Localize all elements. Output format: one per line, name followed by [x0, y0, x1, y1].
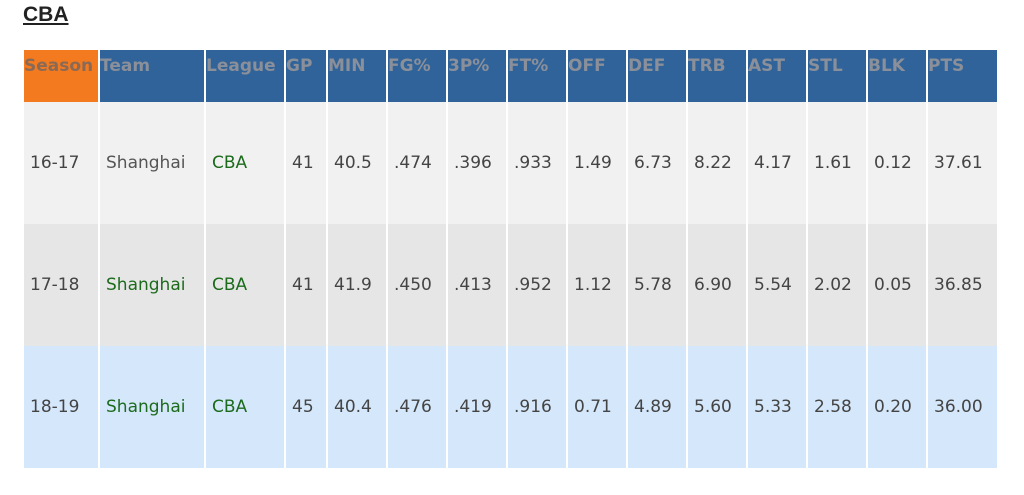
column-header: PTS: [928, 50, 997, 102]
table-cell: 45: [286, 346, 328, 468]
column-header: OFF: [568, 50, 628, 102]
table-cell: 0.71: [568, 346, 628, 468]
column-header: Season: [24, 50, 100, 102]
table-cell: 1.49: [568, 102, 628, 224]
table-cell: 0.20: [868, 346, 928, 468]
table-cell: 36.85: [928, 224, 997, 346]
team-link[interactable]: Shanghai: [100, 346, 206, 468]
table-cell: 6.90: [688, 224, 748, 346]
league-link[interactable]: CBA: [206, 224, 286, 346]
column-header: GP: [286, 50, 328, 102]
column-header: MIN: [328, 50, 388, 102]
table-cell: 0.05: [868, 224, 928, 346]
table-cell: 8.22: [688, 102, 748, 224]
column-header: DEF: [628, 50, 688, 102]
table-cell: 18-19: [24, 346, 100, 468]
table-cell: 37.61: [928, 102, 997, 224]
table-cell: 2.02: [808, 224, 868, 346]
table-cell: .419: [448, 346, 508, 468]
column-header: STL: [808, 50, 868, 102]
stats-table: Season Team League GP MIN FG% 3P% FT% OFF DEF TRB A…: [24, 50, 997, 468]
column-header: BLK: [868, 50, 928, 102]
table-cell: 41: [286, 224, 328, 346]
league-link[interactable]: CBA: [206, 346, 286, 468]
column-header: Team: [100, 50, 206, 102]
table-cell: .396: [448, 102, 508, 224]
table-cell: 5.60: [688, 346, 748, 468]
table-cell: 2.58: [808, 346, 868, 468]
table-cell: .413: [448, 224, 508, 346]
table-cell: 36.00: [928, 346, 997, 468]
table-cell: 4.17: [748, 102, 808, 224]
table-cell: 0.12: [868, 102, 928, 224]
table-cell: 40.5: [328, 102, 388, 224]
header-row: Season Team League GP MIN FG% 3P% FT% OFF DEF TRB A…: [24, 50, 997, 102]
table-row: 16-17 Shanghai CBA 41 40.5.474.396.933 1.49 6.…: [24, 102, 997, 224]
section-title: CBA: [23, 3, 69, 26]
table-cell: 17-18: [24, 224, 100, 346]
table-cell: 5.78: [628, 224, 688, 346]
table-row: 17-18 Shanghai CBA 41 41.9.450.413.952 1.12 5.…: [24, 224, 997, 346]
column-header: League: [206, 50, 286, 102]
table-cell: .450: [388, 224, 448, 346]
league-link[interactable]: CBA: [206, 102, 286, 224]
table-cell: .476: [388, 346, 448, 468]
column-header: 3P%: [448, 50, 508, 102]
table-cell: .474: [388, 102, 448, 224]
column-header: TRB: [688, 50, 748, 102]
table-cell: 1.12: [568, 224, 628, 346]
table-cell: 16-17: [24, 102, 100, 224]
table-cell: 6.73: [628, 102, 688, 224]
table-cell: 41.9: [328, 224, 388, 346]
column-header: FG%: [388, 50, 448, 102]
table-cell: 1.61: [808, 102, 868, 224]
table-cell: 41: [286, 102, 328, 224]
table-cell: .916: [508, 346, 568, 468]
column-header: AST: [748, 50, 808, 102]
column-header: FT%: [508, 50, 568, 102]
table-cell: 5.33: [748, 346, 808, 468]
team-link[interactable]: Shanghai: [100, 102, 206, 224]
team-link[interactable]: Shanghai: [100, 224, 206, 346]
table-row: 18-19 Shanghai CBA 45 40.4.476.419.916 0.71 4.…: [24, 346, 997, 468]
table-cell: .933: [508, 102, 568, 224]
table-cell: 40.4: [328, 346, 388, 468]
table-cell: 5.54: [748, 224, 808, 346]
table-cell: 4.89: [628, 346, 688, 468]
table-cell: .952: [508, 224, 568, 346]
